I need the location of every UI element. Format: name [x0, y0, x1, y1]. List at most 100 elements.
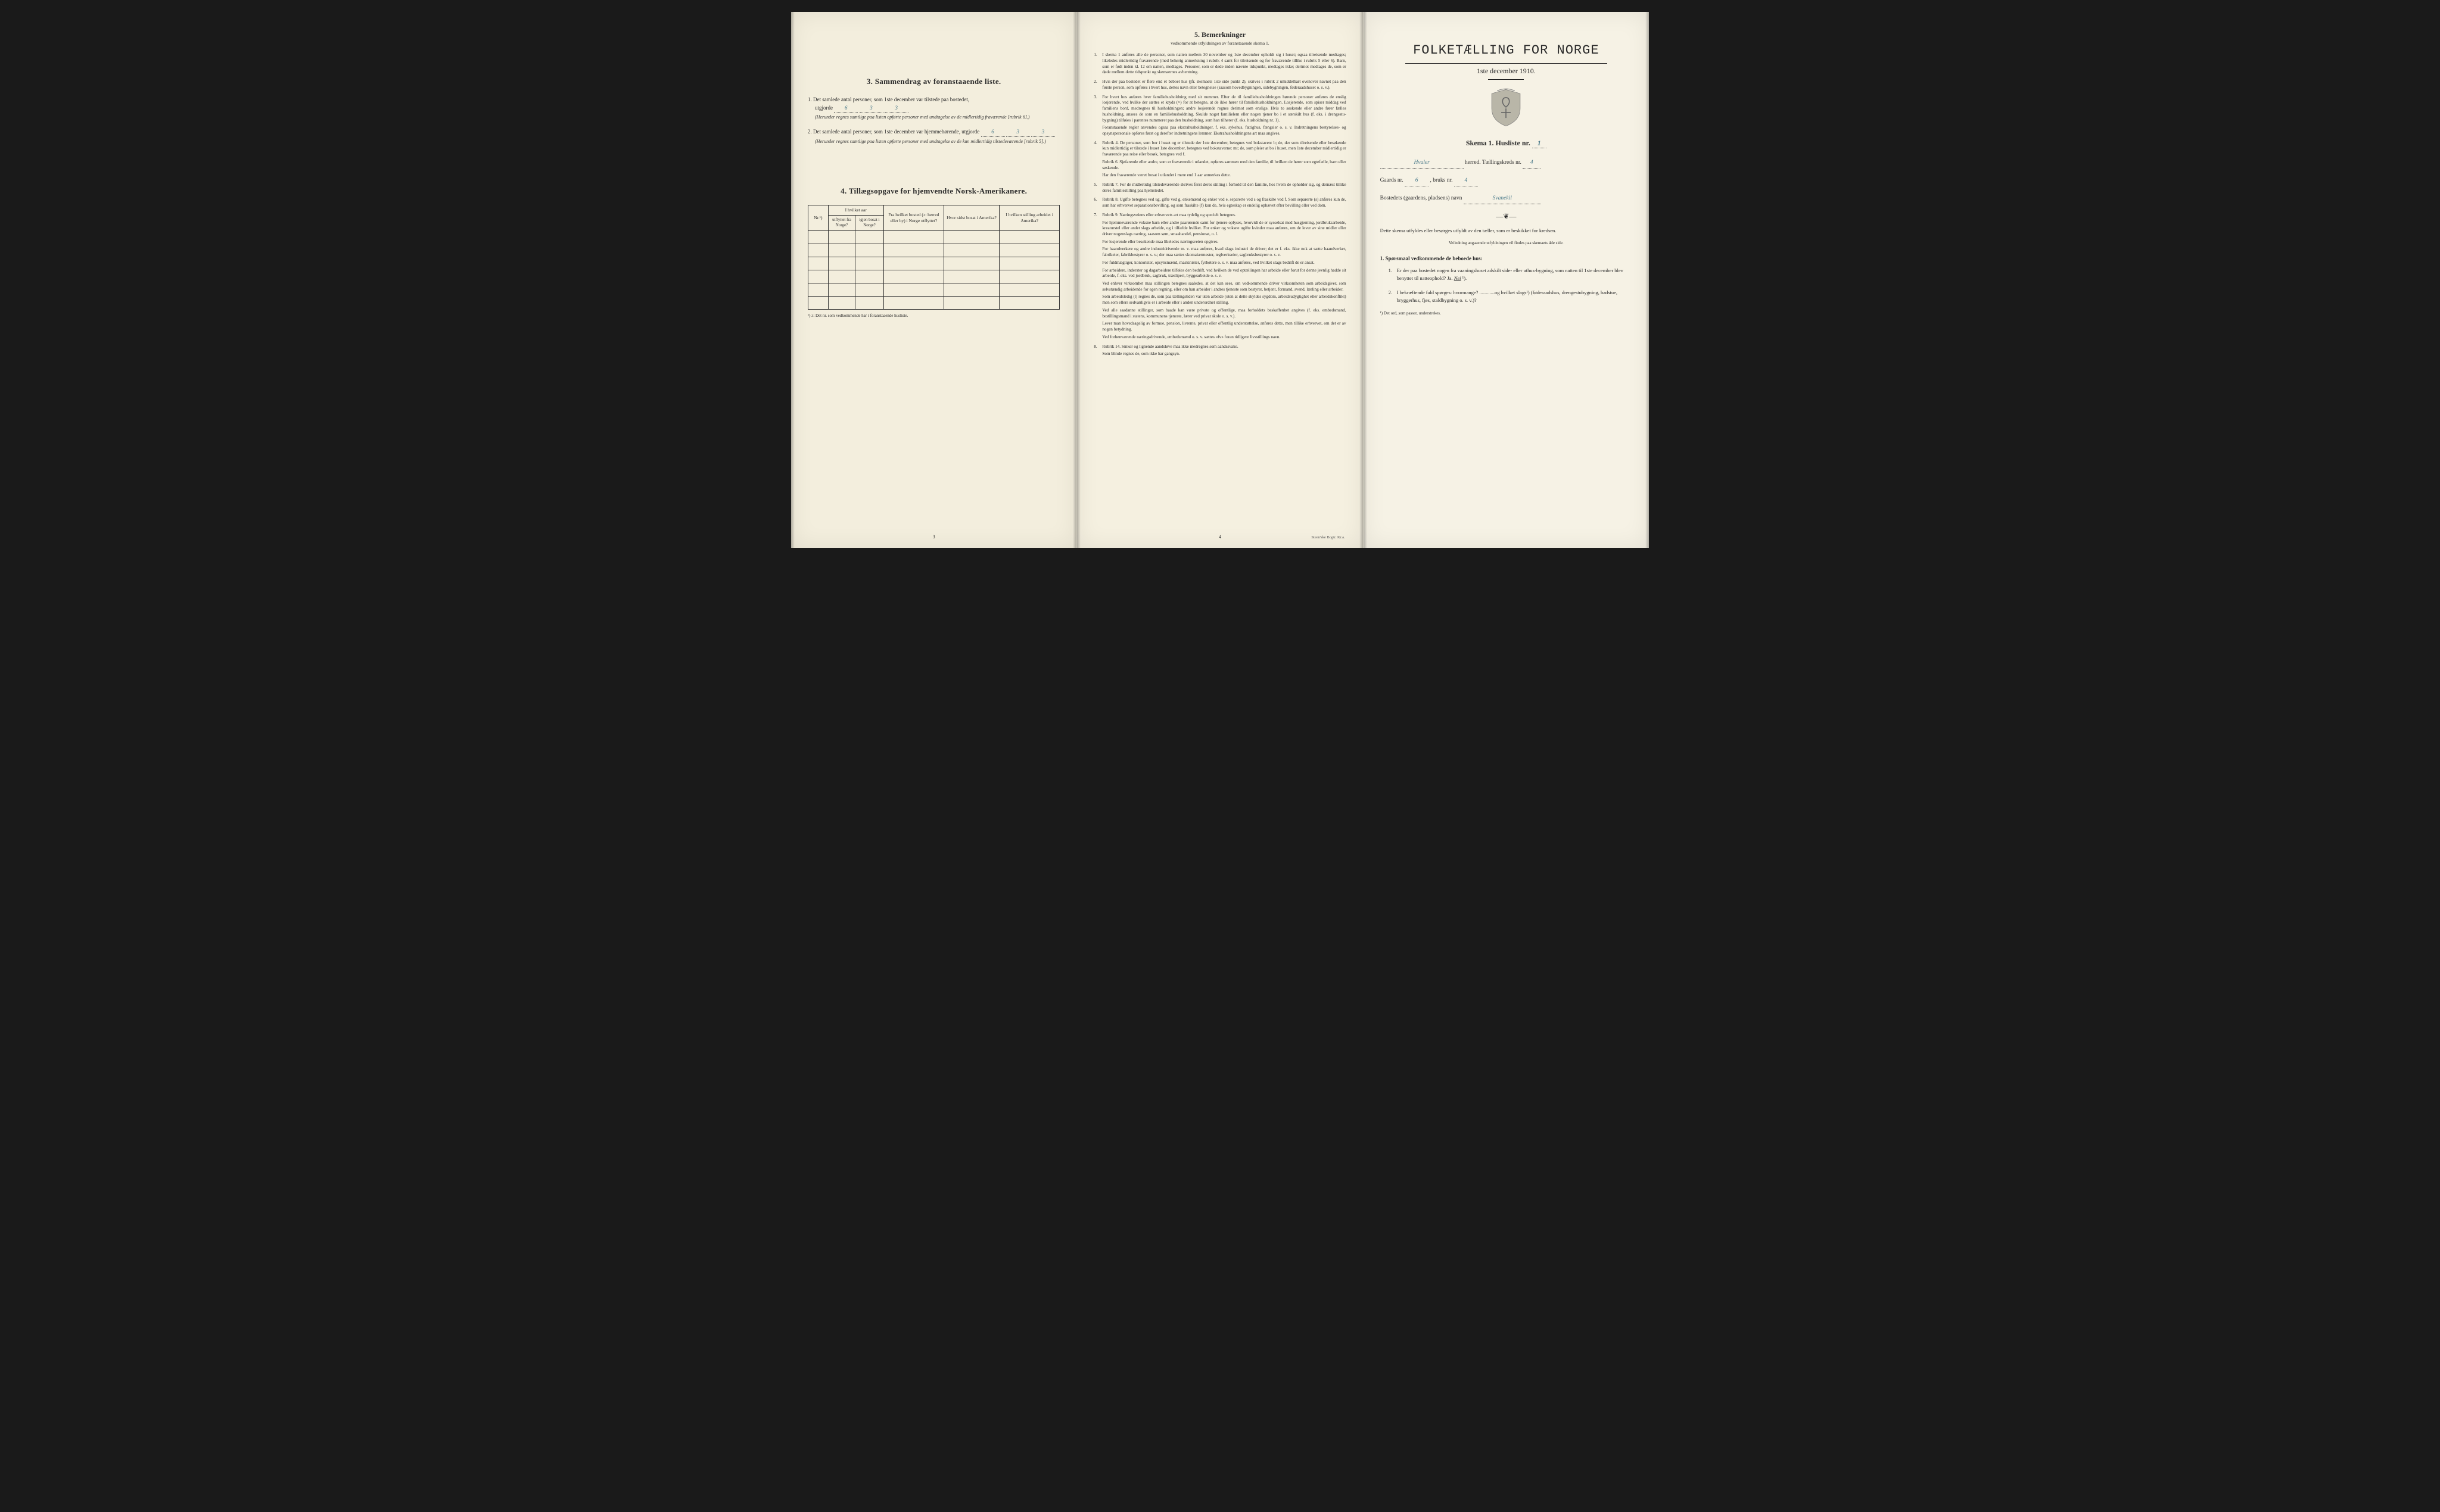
- herred-label: herred. Tællingskreds nr.: [1465, 160, 1521, 166]
- gaards-nr: 6: [1405, 176, 1428, 186]
- remark-item: Hvis der paa bostedet er flere end ét be…: [1094, 79, 1346, 91]
- table-cell: [808, 230, 829, 244]
- table-cell: [828, 283, 855, 296]
- table-cell: [999, 244, 1059, 257]
- table-cell: [944, 257, 1000, 270]
- table-cell: [855, 257, 883, 270]
- table-row: [808, 244, 1060, 257]
- table-cell: [883, 283, 944, 296]
- item2-val-m: 3: [1006, 127, 1030, 136]
- husliste-nr: 1: [1532, 138, 1546, 148]
- page-number-3: 3: [933, 534, 935, 541]
- remark-item: For hvert hus anføres hver familiehushol…: [1094, 95, 1346, 137]
- table-cell: [808, 283, 829, 296]
- item2-val-total: 6: [981, 127, 1005, 136]
- table-cell: [999, 296, 1059, 309]
- table-cell: [944, 230, 1000, 244]
- table-cell: [883, 257, 944, 270]
- questions-list: 1. Er der paa bostedet nogen fra vaaning…: [1380, 267, 1632, 305]
- item2-text: Det samlede antal personer, som 1ste dec…: [813, 129, 979, 135]
- main-title: FOLKETÆLLING FOR NORGE: [1380, 42, 1632, 60]
- table-cell: [999, 270, 1059, 283]
- table-row: [808, 283, 1060, 296]
- rule-1: [1405, 63, 1607, 64]
- page-shadow-left: [1364, 12, 1367, 548]
- bosted-value: Svanekil: [1464, 194, 1541, 204]
- col-occ: I hvilken stilling arbeidet i Amerika?: [999, 205, 1059, 230]
- remarks-list: I skema 1 anføres alle de personer, som …: [1094, 52, 1346, 357]
- col-nr: Nr.¹): [808, 205, 829, 230]
- table-cell: [855, 230, 883, 244]
- col-last: Hvor sidst bosat i Amerika?: [944, 205, 1000, 230]
- table-row: [808, 270, 1060, 283]
- table-row: [808, 257, 1060, 270]
- bosted-row: Bostedets (gaardens, pladsens) navn Svan…: [1380, 194, 1632, 204]
- bruks-label: , bruks nr.: [1430, 177, 1452, 183]
- census-date: 1ste december 1910.: [1380, 66, 1632, 76]
- page-shadow-left: [791, 12, 795, 548]
- item1-val-k: 3: [885, 104, 908, 113]
- table-cell: [828, 230, 855, 244]
- table-cell: [855, 283, 883, 296]
- col-year-back: igjen bosat i Norge?: [855, 215, 883, 230]
- table-cell: [944, 283, 1000, 296]
- table-cell: [808, 244, 829, 257]
- item1-val-total: 6: [834, 104, 858, 113]
- item1-text: Det samlede antal personer, som 1ste dec…: [813, 96, 969, 102]
- coat-of-arms-icon: [1380, 88, 1632, 130]
- table-cell: [828, 244, 855, 257]
- section-5-title: 5. Bemerkninger: [1094, 30, 1346, 39]
- ornament-icon: ―❦―: [1380, 211, 1632, 221]
- instruction-sub: Veiledning angaaende utfyldningen vil fi…: [1380, 241, 1632, 246]
- item1-prefix: utgjorde: [808, 105, 833, 111]
- instruction-text: Dette skema utfyldes eller besørges utfy…: [1380, 227, 1632, 235]
- bosted-label: Bostedets (gaardens, pladsens) navn: [1380, 195, 1462, 201]
- table-cell: [883, 270, 944, 283]
- section-5-subtitle: vedkommende utfyldningen av foranstaaend…: [1094, 40, 1346, 46]
- page-shadow-right: [1073, 12, 1076, 548]
- table-cell: [828, 296, 855, 309]
- remark-item: Rubrik 4. De personer, som bor i huset o…: [1094, 141, 1346, 179]
- table-cell: [855, 244, 883, 257]
- remark-item: Rubrik 14. Sinker og lignende aandsløve …: [1094, 344, 1346, 357]
- gaards-row: Gaards nr. 6 , bruks nr. 4: [1380, 176, 1632, 186]
- table-row: [808, 230, 1060, 244]
- skema-label: Skema 1. Husliste nr.: [1466, 139, 1530, 147]
- page-number-4: 4: [1219, 534, 1221, 541]
- remark-item: Rubrik 8. Ugifte betegnes ved ug, gifte …: [1094, 197, 1346, 208]
- summary-item-1: 1. Det samlede antal personer, som 1ste …: [808, 95, 1060, 122]
- norsk-amerikanere-table: Nr.¹) I hvilket aar Fra hvilket bosted (…: [808, 205, 1060, 310]
- bruks-nr: 4: [1454, 176, 1478, 186]
- herred-row: Hvaler herred. Tællingskreds nr. 4: [1380, 158, 1632, 169]
- page-cover: FOLKETÆLLING FOR NORGE 1ste december 191…: [1364, 12, 1649, 548]
- section-3-title: 3. Sammendrag av foranstaaende liste.: [808, 76, 1060, 87]
- col-year-group: I hvilket aar: [828, 205, 883, 215]
- skema-line: Skema 1. Husliste nr. 1: [1380, 138, 1632, 148]
- summary-item-2: 2. Det samlede antal personer, som 1ste …: [808, 127, 1060, 145]
- question-2: 2. I bekræftende fald spørges: hvormange…: [1389, 289, 1632, 305]
- table-cell: [808, 296, 829, 309]
- question-1: 1. Er der paa bostedet nogen fra vaaning…: [1389, 267, 1632, 283]
- document-spread: 3. Sammendrag av foranstaaende liste. 1.…: [791, 12, 1649, 548]
- table-cell: [828, 257, 855, 270]
- table-cell: [883, 230, 944, 244]
- table-footnote: ¹) ɔ: Det nr. som vedkommende har i fora…: [808, 313, 1060, 319]
- table-cell: [855, 270, 883, 283]
- page-4: 5. Bemerkninger vedkommende utfyldningen…: [1077, 12, 1363, 548]
- right-footnote: ¹) Det ord, som passer, understrekes.: [1380, 311, 1632, 316]
- table-cell: [808, 270, 829, 283]
- table-cell: [944, 296, 1000, 309]
- page-shadow-right: [1645, 12, 1649, 548]
- table-cell: [855, 296, 883, 309]
- table-cell: [999, 257, 1059, 270]
- table-cell: [828, 270, 855, 283]
- printer-mark: Steen'ske Bogtr. Kr.a.: [1311, 535, 1345, 541]
- herred-value: Hvaler: [1380, 158, 1464, 169]
- table-cell: [999, 230, 1059, 244]
- table-body: [808, 230, 1060, 309]
- page-shadow-right: [1359, 12, 1363, 548]
- rule-2: [1488, 79, 1524, 80]
- item1-paren: (Herunder regnes samtlige paa listen opf…: [808, 114, 1060, 121]
- page-shadow-left: [1077, 12, 1081, 548]
- table-cell: [944, 244, 1000, 257]
